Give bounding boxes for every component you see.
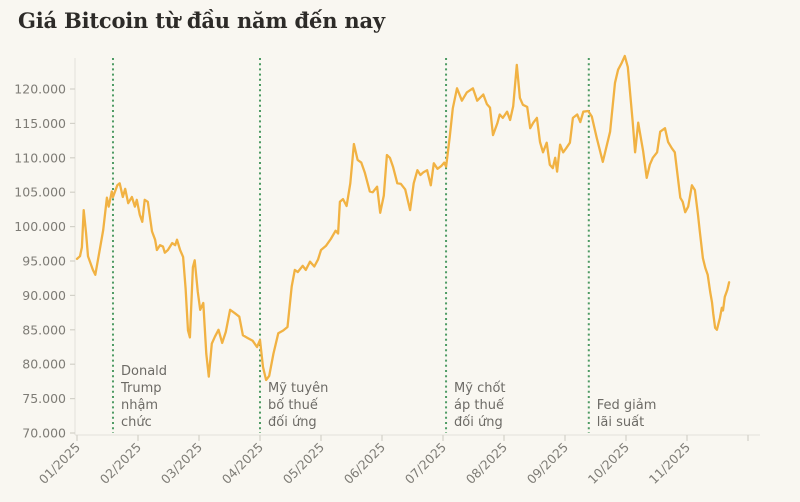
y-tick-label: 70.000 <box>22 426 66 441</box>
x-tick-label: 10/2025 <box>585 440 632 487</box>
y-tick-label: 110.000 <box>14 150 66 165</box>
y-tick-label: 90.000 <box>22 288 66 303</box>
event-annotation-line: nhậm <box>121 398 158 413</box>
x-tick-label: 02/2025 <box>97 440 144 487</box>
x-tick-label: 07/2025 <box>402 440 449 487</box>
y-tick-label: 80.000 <box>22 357 66 372</box>
page-title: Giá Bitcoin từ đầu năm đến nay <box>18 8 385 33</box>
event-annotation-line: áp thuế <box>454 398 504 413</box>
event-annotation-line: Trump <box>120 381 162 396</box>
y-tick-label: 105.000 <box>14 185 66 200</box>
x-tick-label: 03/2025 <box>158 440 205 487</box>
x-tick-label: 11/2025 <box>646 440 693 487</box>
y-tick-label: 75.000 <box>22 391 66 406</box>
event-annotation-line: Mỹ tuyên <box>268 381 328 396</box>
x-tick-label: 09/2025 <box>524 440 571 487</box>
event-annotation-line: bố thuế <box>268 398 318 413</box>
x-tick-label: 04/2025 <box>219 440 266 487</box>
y-tick-label: 120.000 <box>14 82 66 97</box>
y-tick-label: 115.000 <box>14 116 66 131</box>
event-annotation-line: Fed giảm <box>597 398 657 413</box>
event-annotation-line: chức <box>121 415 152 430</box>
y-tick-label: 95.000 <box>22 254 66 269</box>
y-tick-label: 100.000 <box>14 219 66 234</box>
event-annotation-line: đối ứng <box>454 415 503 430</box>
x-tick-label: 06/2025 <box>341 440 388 487</box>
x-tick-label: 08/2025 <box>463 440 510 487</box>
x-tick-label: 01/2025 <box>36 440 83 487</box>
x-tick-label: 05/2025 <box>280 440 327 487</box>
event-annotation-line: lãi suất <box>597 415 644 430</box>
y-tick-label: 85.000 <box>22 322 66 337</box>
event-markers: Donald Trump nhậm chức Mỹ tuyên bố thuế đối ứn… <box>111 58 657 433</box>
bitcoin-price-line <box>75 54 731 382</box>
event-annotation-line: Mỹ chốt <box>454 381 505 396</box>
event-annotation-line: đối ứng <box>268 415 317 430</box>
event-annotation-line: Donald <box>121 364 167 379</box>
